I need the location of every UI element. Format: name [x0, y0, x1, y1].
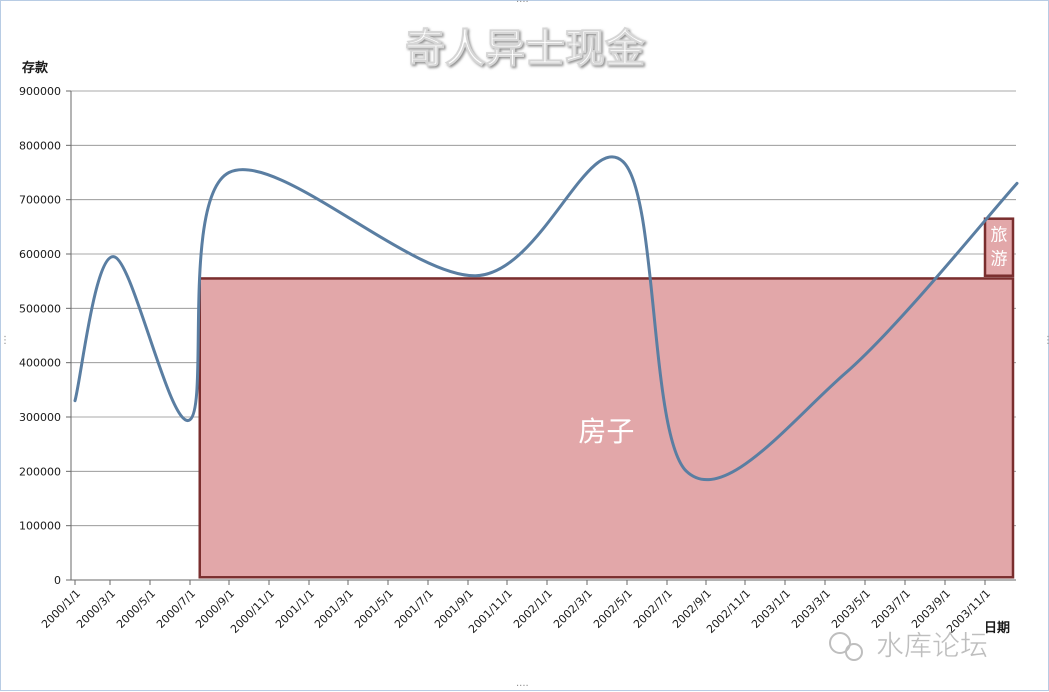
series-layer: [73, 155, 1019, 482]
y-axis-label: 存款: [22, 60, 49, 76]
x-tick-label: 2000/5/1: [114, 587, 158, 631]
x-tick-label: 2000/11/1: [228, 587, 277, 636]
house-annotation-box: [198, 277, 1015, 579]
y-tick-label: 400000: [19, 357, 61, 370]
x-tick-label: 2002/3/1: [551, 587, 595, 631]
annotations: 房子 旅游: [198, 217, 1015, 579]
x-tick-label: 2001/3/1: [312, 587, 356, 631]
y-tick-label: 100000: [19, 520, 61, 533]
y-tick-label: 0: [54, 574, 61, 587]
x-tick-label: 2002/5/1: [591, 587, 635, 631]
x-tick-label: 2001/5/1: [352, 587, 396, 631]
resize-handle-top[interactable]: ····: [516, 0, 529, 8]
y-tick-label: 600000: [19, 248, 61, 261]
resize-handle-right[interactable]: ⋮: [1043, 335, 1049, 346]
resize-handle-bottom[interactable]: ····: [516, 681, 529, 692]
x-tick-label: 2003/5/1: [829, 587, 873, 631]
y-tick-label: 900000: [19, 85, 61, 98]
watermark: 水库论坛: [829, 629, 988, 662]
wechat-icon-bubble: [845, 643, 863, 661]
x-tick-label: 2003/1/1: [749, 587, 793, 631]
x-tick-label: 2002/1/1: [511, 587, 555, 631]
y-tick-label: 700000: [19, 194, 61, 207]
x-tick-label: 2003/7/1: [869, 587, 913, 631]
x-tick-label: 2000/7/1: [154, 587, 198, 631]
travel-annotation-label: 旅: [991, 226, 1008, 246]
y-tick-label: 500000: [19, 302, 61, 315]
x-tick-label: 2001/7/1: [392, 587, 436, 631]
x-tick-label: 2001/1/1: [273, 587, 317, 631]
y-tick-label: 800000: [19, 139, 61, 152]
watermark-text: 水库论坛: [876, 629, 988, 662]
x-tick-label: 2003/3/1: [789, 587, 833, 631]
wechat-icon: [829, 632, 851, 654]
x-axis-label: 日期: [984, 621, 1010, 636]
y-tick-label: 200000: [19, 465, 61, 478]
travel-annotation-box: [983, 217, 1015, 277]
chart-title: 奇人异士现金: [405, 26, 646, 72]
travel-annotation-label: 游: [991, 250, 1008, 270]
x-tick-label: 2000/3/1: [74, 587, 118, 631]
x-tick-label: 2002/7/1: [631, 587, 675, 631]
house-annotation-label: 房子: [578, 415, 634, 448]
series-line-deposit: [73, 155, 1019, 482]
labels: 奇人异士现金 存款 日期 水库论坛: [22, 26, 1010, 663]
y-tick-label: 300000: [19, 411, 61, 424]
